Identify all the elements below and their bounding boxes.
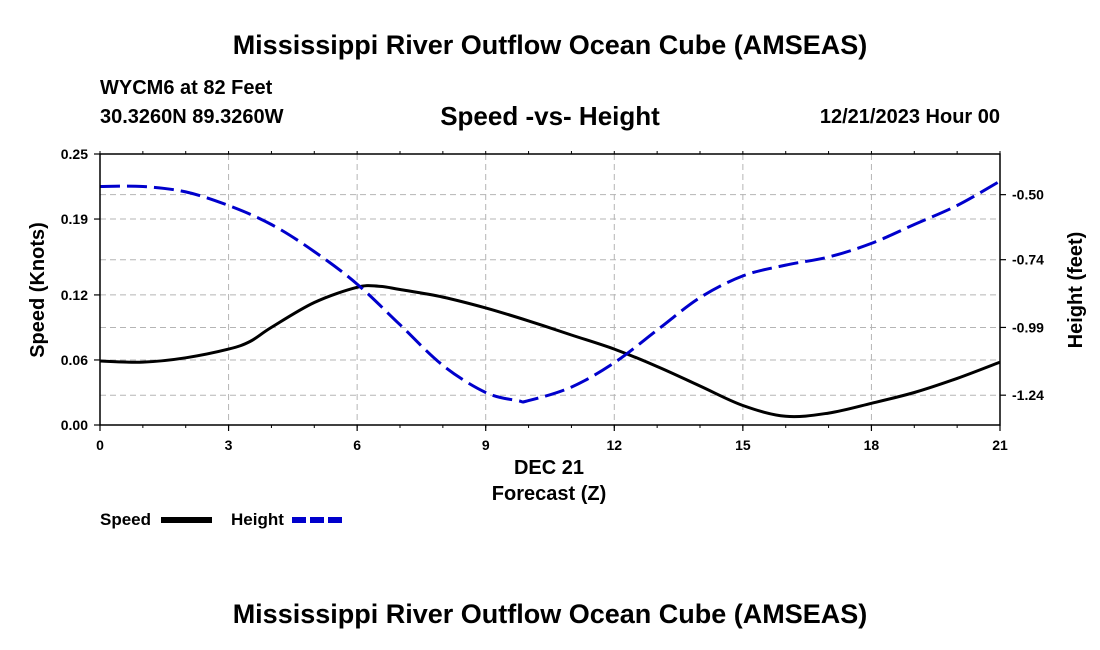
- x-tick-label: 18: [864, 437, 880, 453]
- y-right-tick-label: -1.24: [1012, 387, 1044, 403]
- y-right-tick-label: -0.99: [1012, 319, 1044, 335]
- x-tick-label: 21: [992, 437, 1008, 453]
- x-tick-label: 0: [96, 437, 104, 453]
- legend-speed-label: Speed: [100, 510, 151, 529]
- series-line-speed: [99, 284, 1001, 419]
- y-left-tick-label: 0.19: [61, 211, 88, 227]
- y-left-axis-label: Speed (Knots): [27, 222, 49, 358]
- x-axis-label: Forecast (Z): [492, 483, 606, 505]
- x-tick-label: 9: [482, 437, 490, 453]
- legend-height-label: Height: [231, 510, 284, 529]
- axis-labels: DEC 21 Forecast (Z) Speed (Knots) Height…: [27, 222, 1087, 505]
- chart-series-group: [99, 179, 1001, 419]
- y-right-tick-label: -0.74: [1012, 252, 1044, 268]
- chart-legend: Speed Height: [100, 510, 342, 529]
- plot-frame: [99, 153, 1001, 426]
- forecast-datetime: 12/21/2023 Hour 00: [819, 106, 1000, 128]
- x-tick-label: 15: [735, 437, 751, 453]
- station-label: WYCM6 at 82 Feet: [100, 77, 273, 99]
- chart-subtitle: Speed -vs- Height: [440, 101, 660, 131]
- main-title-repeat: Mississippi River Outflow Ocean Cube (AM…: [232, 599, 868, 629]
- y-left-tick-label: 0.00: [61, 417, 88, 433]
- main-title: Mississippi River Outflow Ocean Cube (AM…: [232, 30, 868, 60]
- axis-ticks: 0 3 6 9 12 15 18 21 0.00 0.06 0.12 0.19 0.25 -0.50 -0.…: [61, 146, 1044, 453]
- x-tick-label: 12: [606, 437, 622, 453]
- y-left-tick-label: 0.06: [61, 352, 88, 368]
- y-right-tick-label: -0.50: [1012, 187, 1044, 203]
- chart-grid: [100, 154, 1000, 425]
- y-left-tick-label: 0.25: [61, 146, 88, 162]
- x-tick-label: 6: [353, 437, 361, 453]
- coordinates-label: 30.3260N 89.3260W: [100, 106, 284, 128]
- y-right-axis-label: Height (feet): [1065, 232, 1087, 349]
- y-left-tick-label: 0.12: [61, 287, 88, 303]
- series-line-height: [99, 179, 1001, 404]
- x-date-label: DEC 21: [514, 457, 584, 479]
- x-tick-label: 3: [225, 437, 233, 453]
